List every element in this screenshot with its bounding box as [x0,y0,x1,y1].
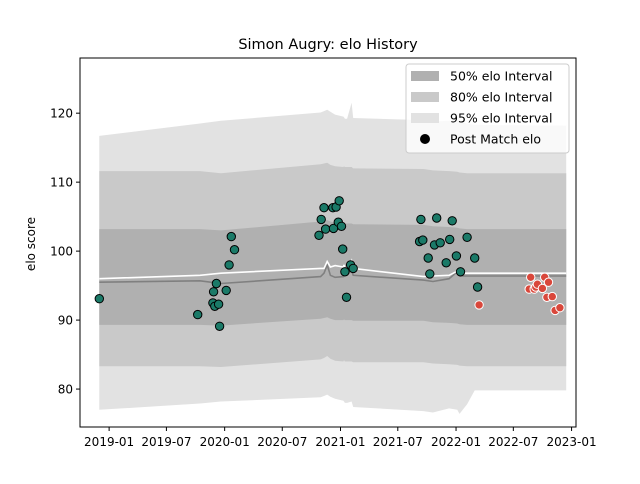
post-match-point [451,251,462,261]
legend-label: 50% elo Interval [450,69,552,84]
post-match-point [319,203,329,213]
post-match-point [435,238,445,248]
y-tick-label: 110 [50,176,73,190]
post-match-point [341,292,352,302]
x-tick-label: 2021-01 [315,435,365,449]
x-tick-label: 2020-07 [257,435,307,449]
post-match-point [441,258,451,268]
post-match-point [462,232,472,243]
x-tick-label: 2021-07 [373,435,423,449]
x-axis: 2019-01 2019-07 2020-01 2020-07 2021-01 2021-… [84,427,597,449]
x-tick-label: 2020-01 [200,435,250,449]
post-match-point [214,321,225,331]
recent-match-point [543,277,554,287]
legend-label: 95% elo Interval [450,111,552,126]
post-match-point [226,231,237,242]
legend-label: 80% elo Interval [450,90,552,105]
data-points [94,196,565,331]
x-tick-label: 2022-07 [488,435,538,449]
post-match-point [418,235,428,245]
y-tick-label: 100 [50,245,73,259]
post-match-point [221,285,231,296]
post-match-point [425,269,435,279]
legend-marker [420,134,430,144]
post-match-point [432,213,442,223]
interval-bands [99,102,567,414]
recent-match-point [526,272,536,282]
recent-match-point [474,300,484,310]
post-match-point [348,263,358,274]
post-match-point [447,216,457,226]
post-match-point [445,234,455,245]
post-match-point [336,221,347,232]
post-match-point [193,309,203,320]
post-match-point [229,245,240,255]
x-tick-label: 2022-01 [431,435,481,449]
post-match-point [472,282,483,292]
legend-box [405,63,570,154]
post-match-point [340,267,350,277]
legend-swatch [411,92,439,102]
x-tick-label: 2019-07 [141,435,191,449]
recent-match-point [537,283,548,294]
recent-match-point [547,291,557,302]
y-axis: 80 90 100 110 120 [50,107,80,397]
y-tick-label: 90 [58,314,73,328]
y-tick-label: 120 [50,107,73,121]
y-tick-label: 80 [58,383,73,397]
y-axis-label: elo score [24,217,38,271]
post-match-point [211,278,222,289]
chart-title: Simon Augry: elo History [238,37,418,53]
x-tick-label: 2023-01 [546,435,596,449]
post-match-point [213,299,224,309]
post-match-point [314,230,324,241]
post-match-point [94,294,105,304]
post-match-point [423,253,433,263]
band-50 [99,220,567,326]
post-match-point [338,244,348,254]
post-match-point [416,214,426,225]
post-match-point [470,253,480,263]
legend-swatch [411,113,439,123]
post-match-point [316,214,326,225]
post-match-point [455,267,466,277]
legend-label: Post Match elo [450,132,541,147]
post-match-point [334,196,344,206]
legend: 50% elo Interval 80% elo Interval 95% elo … [405,63,570,154]
legend-swatch [411,71,439,81]
recent-match-point [555,303,565,313]
post-match-point [224,260,234,270]
x-tick-label: 2019-01 [84,435,134,449]
post-match-point [320,224,331,234]
plot-frame [79,57,577,428]
post-match-point [208,287,219,297]
